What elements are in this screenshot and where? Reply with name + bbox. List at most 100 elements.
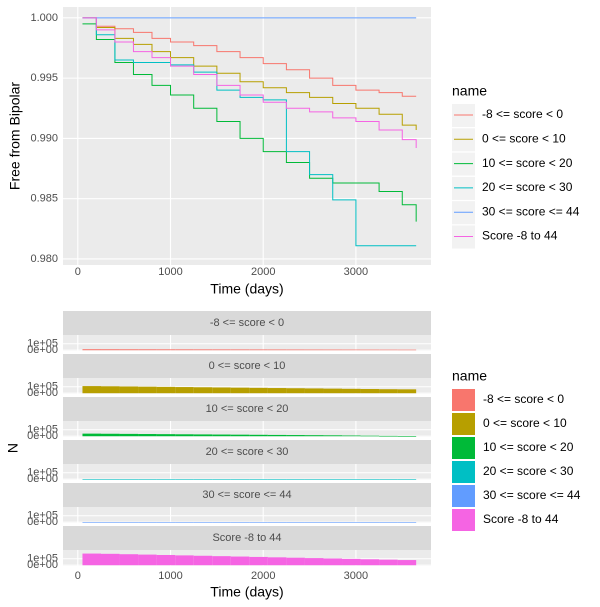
bar (249, 434, 268, 437)
bar (119, 479, 139, 480)
legend-label: 30 <= score <= 44 (482, 204, 580, 218)
bar (212, 387, 231, 394)
legend-label: 0 <= score < 10 (483, 416, 567, 430)
facet-strip (63, 483, 431, 507)
legend-key (452, 485, 475, 507)
bar (379, 559, 398, 566)
y-tick-label: 1e+05 (27, 467, 58, 479)
y-axis-title: Free from Bipolar (7, 82, 23, 190)
y-tick-label: 0e+00 (27, 430, 58, 442)
bar (193, 522, 213, 523)
x-tick-label: 1000 (158, 570, 182, 582)
bar (360, 522, 380, 523)
bar (138, 479, 157, 480)
facet-label: 0 <= score < 10 (209, 360, 286, 372)
bar (249, 387, 268, 394)
bar (304, 388, 324, 394)
y-tick-label: 1e+05 (27, 553, 58, 565)
y-tick-label: 0e+00 (27, 473, 58, 485)
bar (342, 558, 361, 566)
series-line (82, 23, 417, 222)
bar (360, 389, 380, 394)
bar (119, 386, 139, 394)
facet-strip (63, 354, 431, 378)
bar (193, 434, 213, 437)
bar (119, 349, 139, 351)
bar (138, 434, 157, 437)
facet-label: 30 <= score <= 44 (202, 489, 291, 501)
bar (156, 479, 176, 480)
bar (156, 522, 176, 523)
y-tick-label: 0.985 (30, 193, 58, 205)
legend-label: 20 <= score < 30 (483, 464, 574, 478)
legend-title: name (452, 83, 487, 99)
x-tick-label: 0 (75, 266, 81, 278)
bar (342, 388, 361, 394)
legend-label: 30 <= score <= 44 (483, 488, 581, 502)
bar (304, 479, 324, 480)
bar (267, 479, 287, 480)
x-tick-label: 3000 (344, 266, 368, 278)
bar (230, 522, 250, 523)
bar (249, 556, 268, 566)
bar (193, 349, 213, 351)
facet-strip (63, 311, 431, 335)
facet-strip (63, 397, 431, 421)
bar (82, 386, 102, 394)
legend-key (452, 437, 475, 459)
bar (379, 389, 398, 394)
bar (267, 388, 287, 394)
bar (397, 436, 417, 437)
y-tick-label: 1e+05 (27, 338, 58, 350)
y-axis-title: N (5, 443, 21, 453)
legend-label: 0 <= score < 10 (482, 131, 566, 145)
x-axis-title: Time (days) (210, 281, 283, 297)
bar (379, 479, 398, 480)
legend-label: 20 <= score < 30 (482, 180, 573, 194)
bar (249, 349, 268, 351)
legend-key (452, 389, 475, 411)
bar (138, 386, 157, 394)
series-line (82, 17, 417, 97)
bar (156, 349, 176, 351)
bar (286, 479, 305, 480)
bar (156, 386, 176, 394)
facet-strip (63, 526, 431, 550)
bar (230, 349, 250, 351)
legend-label: -8 <= score < 0 (483, 392, 564, 406)
bar (286, 388, 305, 394)
bar (267, 557, 287, 566)
y-tick-label: 0.990 (30, 132, 58, 144)
bar (304, 435, 324, 437)
bar (82, 433, 102, 437)
legend-label: 10 <= score < 20 (482, 156, 573, 170)
panel (63, 335, 431, 351)
y-tick-label: 0e+00 (27, 516, 58, 528)
y-tick-label: 0.980 (30, 253, 58, 265)
panel (63, 421, 431, 437)
panel (63, 464, 431, 480)
y-tick-label: 1e+05 (27, 510, 58, 522)
bar (397, 560, 417, 566)
bar (342, 435, 361, 437)
bar (360, 435, 380, 437)
y-tick-label: 0.995 (30, 72, 58, 84)
legend-key (452, 461, 475, 483)
y-tick-label: 0e+00 (27, 387, 58, 399)
bar (175, 479, 194, 480)
bar (286, 435, 305, 437)
bar (212, 479, 231, 480)
legend-key (452, 413, 475, 435)
bar (397, 522, 417, 523)
bar (267, 349, 287, 351)
bar (323, 435, 343, 437)
bar (193, 479, 213, 480)
bar (212, 556, 231, 566)
bar (249, 522, 268, 523)
facet-label: Score -8 to 44 (212, 532, 281, 544)
legend-label: 10 <= score < 20 (483, 440, 574, 454)
bar (175, 555, 194, 566)
bar (82, 479, 102, 480)
bar (230, 434, 250, 437)
bar (138, 554, 157, 566)
